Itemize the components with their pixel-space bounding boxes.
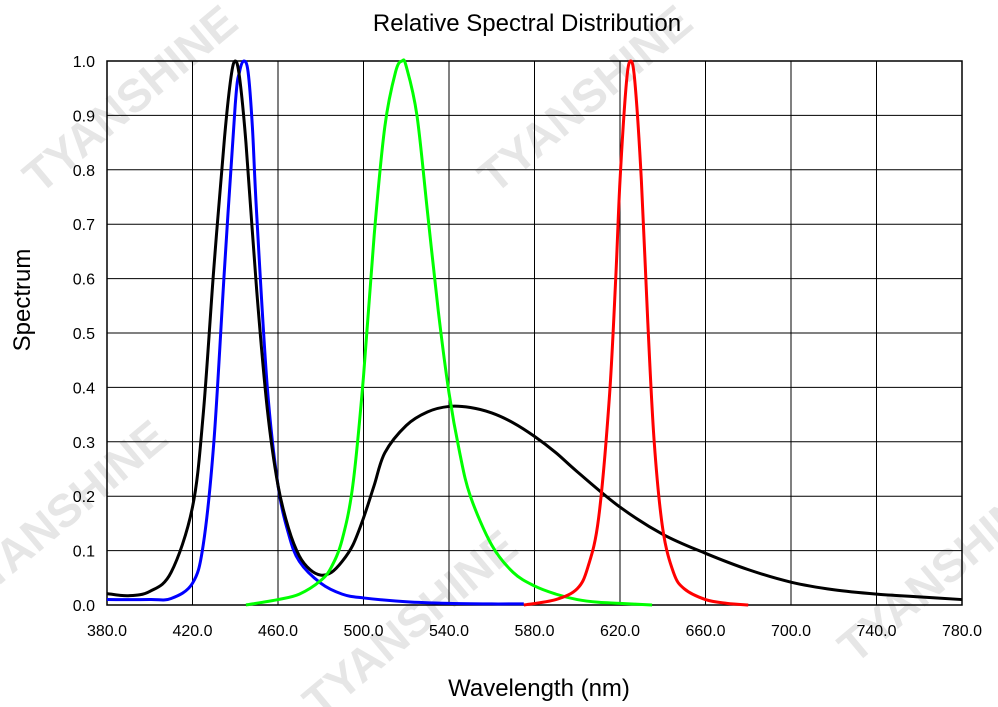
y-tick-label: 0.4 (73, 380, 95, 397)
y-tick-label: 0.0 (73, 598, 95, 615)
y-tick-label: 0.6 (73, 272, 95, 289)
x-tick-label: 380.0 (87, 623, 127, 640)
x-tick-label: 540.0 (429, 623, 469, 640)
x-tick-label: 660.0 (685, 623, 725, 640)
x-tick-label: 620.0 (600, 623, 640, 640)
red-series-line (523, 59, 749, 607)
green-series-line (245, 58, 653, 607)
y-tick-label: 0.3 (73, 435, 95, 452)
y-tick-label: 0.8 (73, 163, 95, 180)
x-tick-label: 780.0 (942, 623, 982, 640)
x-tick-labels: 380.0 420.0 460.0 500.0 540.0 580.0 620.0 660.0… (87, 623, 982, 640)
y-axis-label: Spectrum (9, 249, 36, 352)
x-tick-label: 460.0 (258, 623, 298, 640)
y-tick-label: 0.5 (73, 326, 95, 343)
svg-text:TYANSHINE: TYANSHINE (13, 0, 247, 203)
y-tick-label: 0.2 (73, 489, 95, 506)
y-tick-label: 0.7 (73, 217, 95, 234)
chart-title: Relative Spectral Distribution (373, 10, 681, 37)
black-series-line (106, 59, 963, 602)
y-tick-label: 0.9 (73, 108, 95, 125)
blue-series-line (106, 59, 524, 606)
y-tick-label: 0.1 (73, 544, 95, 561)
grid-lines (106, 60, 963, 606)
y-tick-label: 1.0 (73, 54, 95, 71)
x-tick-label: 580.0 (514, 623, 554, 640)
x-tick-label: 420.0 (172, 623, 212, 640)
x-axis-label: Wavelength (nm) (448, 675, 630, 702)
x-tick-label: 740.0 (856, 623, 896, 640)
series-lines (106, 58, 963, 607)
x-tick-label: 700.0 (771, 623, 811, 640)
y-tick-labels: 0.0 0.1 0.2 0.3 0.4 0.5 0.6 0.7 0.8 0.9 1.0 (73, 54, 95, 615)
x-tick-label: 500.0 (343, 623, 383, 640)
